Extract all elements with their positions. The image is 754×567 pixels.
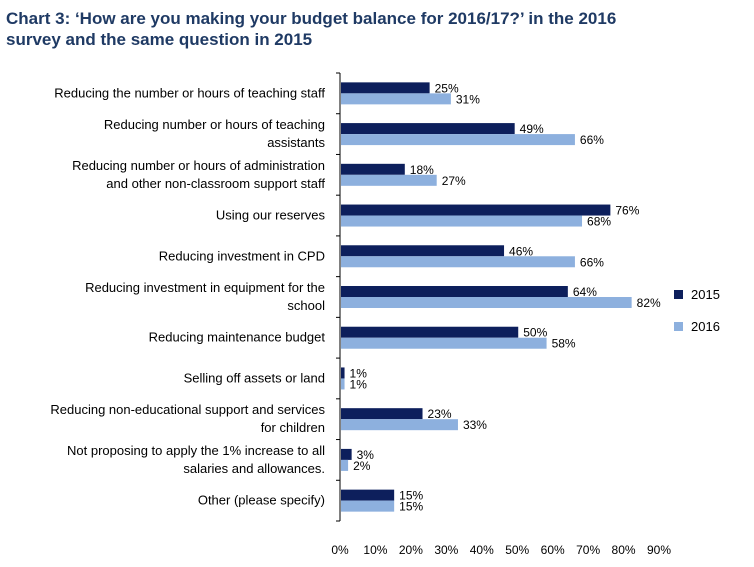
legend-label-2016: 2016 (691, 318, 720, 334)
bar-2015 (341, 123, 515, 135)
bar-2016 (341, 174, 437, 186)
legend-item-2016: 2016 (674, 316, 720, 336)
bar-2015 (341, 204, 611, 216)
bar-2016 (341, 297, 632, 308)
bar-2015 (341, 245, 505, 257)
bar-2015 (341, 163, 405, 175)
data-label-2015: 76% (615, 204, 639, 218)
bar-2016 (341, 500, 395, 512)
category-label: Reducing investment in CPD (159, 248, 325, 263)
bar-2016 (341, 134, 575, 146)
legend-swatch-2016 (674, 321, 683, 331)
data-label-2015: 46% (509, 244, 533, 258)
category-label: Reducing investment in equipment for the (85, 280, 325, 295)
bar-2016 (341, 215, 583, 227)
data-label-2016: 2% (353, 459, 371, 473)
category-label: Reducing the number or hours of teaching… (54, 85, 325, 100)
category-label: Using our reserves (216, 208, 326, 223)
legend-item-2015: 2015 (674, 284, 720, 304)
category-label: assistants (267, 135, 325, 150)
data-label-2016: 58% (552, 337, 576, 351)
data-label-2016: 82% (637, 296, 661, 310)
data-label-2015: 1% (350, 366, 368, 380)
bar-2015 (341, 408, 423, 420)
legend-swatch-2015 (674, 289, 683, 299)
category-label: salaries and allowances. (183, 461, 325, 476)
bar-2016 (341, 378, 345, 390)
bar-2016 (341, 419, 458, 431)
category-label: Not proposing to apply the 1% increase t… (67, 443, 325, 458)
data-label-2016: 1% (350, 377, 368, 391)
bar-2016 (341, 93, 451, 105)
bar-2015 (341, 326, 519, 338)
data-label-2015: 50% (523, 326, 547, 340)
data-label-2016: 66% (580, 133, 604, 147)
x-tick-label: 20% (399, 543, 423, 557)
data-label-2016: 31% (456, 92, 480, 106)
x-tick-label: 30% (434, 543, 458, 557)
x-tick-label: 0% (331, 543, 349, 557)
category-label: Reducing non-educational support and ser… (50, 402, 325, 417)
bar-2015 (341, 448, 352, 460)
data-label-2015: 3% (357, 448, 375, 462)
x-tick-label: 50% (505, 543, 529, 557)
x-tick-label: 40% (470, 543, 494, 557)
bar-2016 (341, 256, 575, 268)
category-label: Reducing maintenance budget (149, 330, 326, 345)
category-label: for children (261, 420, 325, 435)
chart-title: Chart 3: ‘How are you making your budget… (6, 8, 746, 50)
bar-2016 (341, 337, 547, 349)
category-label: Reducing number or hours of administrati… (72, 158, 325, 173)
bar-2015 (341, 489, 395, 501)
x-tick-label: 60% (541, 543, 565, 557)
data-label-2015: 18% (410, 163, 434, 177)
legend: 2015 2016 (674, 284, 720, 348)
category-label: Reducing number or hours of teaching (104, 117, 325, 132)
bar-2015 (341, 286, 568, 297)
category-label: Selling off assets or land (184, 370, 325, 385)
data-label-2015: 64% (573, 285, 597, 299)
chart-title-line-2: survey and the same question in 2015 (6, 30, 313, 49)
data-label-2016: 15% (399, 500, 423, 514)
x-tick-label: 80% (612, 543, 636, 557)
category-label: school (287, 298, 325, 313)
data-label-2015: 15% (399, 489, 423, 503)
data-label-2015: 25% (435, 81, 459, 95)
data-label-2016: 33% (463, 418, 487, 432)
bar-2015 (341, 367, 345, 379)
chart-title-line-1: Chart 3: ‘How are you making your budget… (6, 9, 617, 28)
data-label-2016: 27% (442, 174, 466, 188)
x-tick-label: 10% (363, 543, 387, 557)
data-label-2015: 23% (428, 407, 452, 421)
data-label-2015: 49% (520, 122, 544, 136)
category-label: Other (please specify) (198, 493, 325, 508)
bar-2016 (341, 459, 349, 471)
x-tick-label: 90% (647, 543, 671, 557)
x-tick-label: 70% (576, 543, 600, 557)
category-label: and other non-classroom support staff (106, 176, 325, 191)
legend-label-2015: 2015 (691, 286, 720, 302)
data-label-2016: 68% (587, 215, 611, 229)
data-label-2016: 66% (580, 255, 604, 269)
bar-2015 (341, 82, 430, 94)
